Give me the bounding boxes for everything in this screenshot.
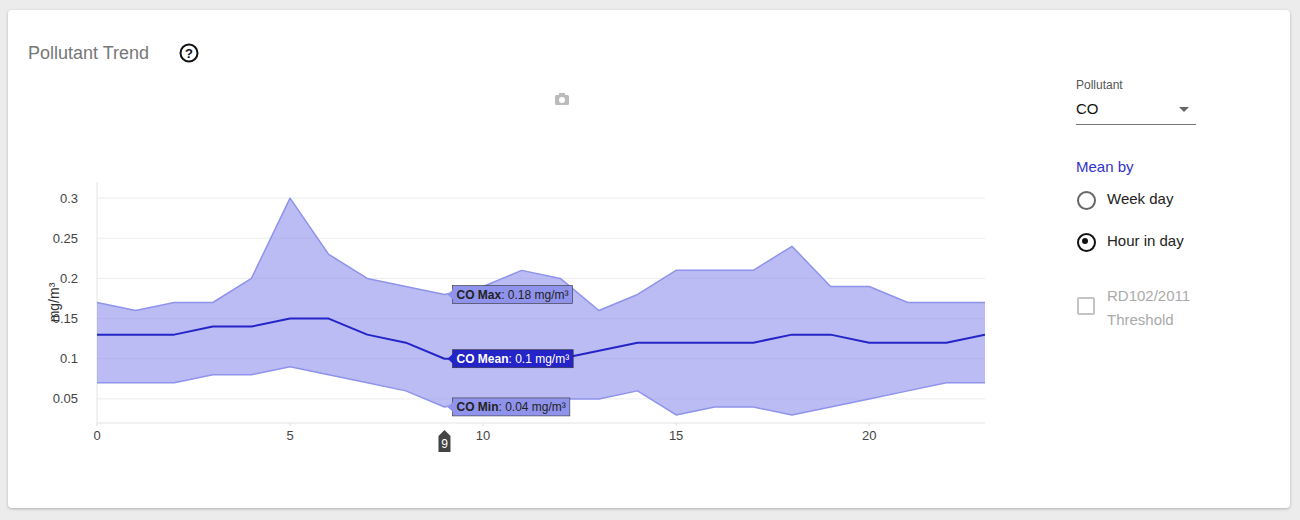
mean-by-label: Mean by <box>1076 158 1134 175</box>
tooltip-series-name: CO Max <box>456 288 501 302</box>
tooltip-arrow <box>447 289 453 299</box>
tooltip-text: CO Mean: 0.1 mg/m³ <box>456 352 569 366</box>
radio-button[interactable] <box>1077 191 1096 210</box>
x-axis-line <box>97 423 985 424</box>
x-tick-label: 15 <box>669 428 683 443</box>
tooltip-text: CO Min: 0.04 mg/m³ <box>456 400 565 414</box>
x-tick-label: 10 <box>476 428 490 443</box>
hover-x-marker <box>438 430 450 452</box>
select-caret[interactable] <box>1179 107 1189 112</box>
hover-tooltip: CO Min: 0.04 mg/m³ <box>447 398 569 416</box>
area-edge-line <box>97 367 985 415</box>
camera-top <box>559 93 565 96</box>
radio-label[interactable]: Hour in day <box>1107 232 1184 249</box>
hover-tooltip: CO Mean: 0.1 mg/m³ <box>447 350 573 368</box>
hover-x-label: 9 <box>441 437 448 451</box>
radio-label[interactable]: Week day <box>1107 190 1173 207</box>
pollutant-label: Pollutant <box>1076 78 1123 92</box>
grid-line <box>97 238 985 239</box>
camera-body <box>555 95 569 105</box>
y-tick-label: 0.05 <box>53 391 78 406</box>
x-tick-label: 20 <box>862 428 876 443</box>
pollutant-select[interactable]: CO <box>1076 100 1099 117</box>
tooltip-text: CO Max: 0.18 mg/m³ <box>456 288 568 302</box>
area-edge-line <box>97 198 985 310</box>
tooltip-series-name: CO Min <box>456 400 498 414</box>
x-tick-label: 0 <box>93 428 100 443</box>
threshold-label: RD102/2011 Threshold <box>1107 284 1217 332</box>
camera-lens <box>559 97 565 103</box>
tooltip-arrow <box>447 354 453 364</box>
hover-tooltip: CO Max: 0.18 mg/m³ <box>447 285 572 303</box>
grid-line <box>97 198 985 199</box>
y-tick-label: 0.3 <box>60 191 78 206</box>
tooltip-value: : 0.04 mg/m³ <box>498 400 565 414</box>
camera-icon[interactable] <box>555 93 569 105</box>
y-tick-label: 0.25 <box>53 231 78 246</box>
select-underline <box>1076 124 1196 125</box>
plot-data <box>97 198 985 415</box>
radio-button[interactable] <box>1077 233 1096 252</box>
band-fill <box>97 198 985 415</box>
tooltip-box <box>452 398 569 416</box>
x-tick-label: 5 <box>286 428 293 443</box>
tooltip-arrow <box>447 402 453 412</box>
help-icon[interactable] <box>181 45 198 62</box>
tooltip-series-name: CO Mean <box>456 352 508 366</box>
title: Pollutant Trend <box>28 43 149 63</box>
tooltip-value: : 0.1 mg/m³ <box>508 352 569 366</box>
help-icon-text: ? <box>185 46 193 61</box>
threshold-checkbox <box>1077 297 1095 315</box>
tooltip-value: : 0.18 mg/m³ <box>501 288 568 302</box>
tooltip-box <box>452 285 572 303</box>
y-tick-label: 0.1 <box>60 351 78 366</box>
y-tick-label: 0.2 <box>60 271 78 286</box>
tooltip-box <box>452 350 573 368</box>
y-axis-label: mg/m³ <box>46 282 62 322</box>
